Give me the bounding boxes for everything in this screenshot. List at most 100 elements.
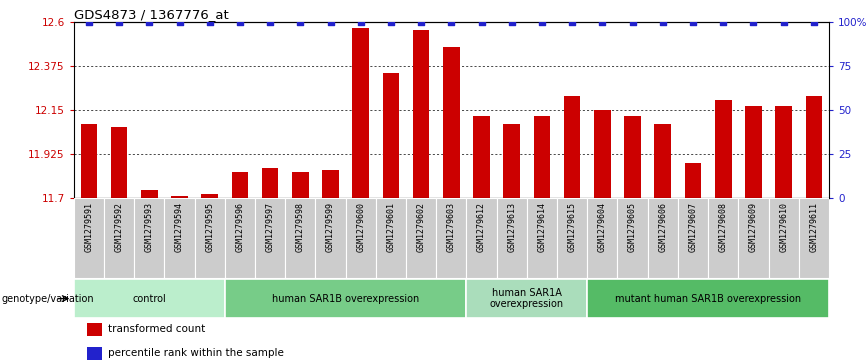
Text: GSM1279599: GSM1279599 [326,202,335,252]
Point [384,19,398,25]
Point [746,19,760,25]
FancyBboxPatch shape [286,198,315,278]
FancyBboxPatch shape [617,198,648,278]
Point [535,19,549,25]
FancyBboxPatch shape [799,198,829,278]
FancyBboxPatch shape [255,198,286,278]
Point [686,19,700,25]
Text: percentile rank within the sample: percentile rank within the sample [108,348,285,358]
Point [475,19,489,25]
Text: GSM1279598: GSM1279598 [296,202,305,252]
Text: control: control [133,294,166,303]
Bar [292,172,309,198]
Text: GSM1279605: GSM1279605 [628,202,637,252]
Point [203,19,217,25]
Bar [262,168,279,198]
FancyBboxPatch shape [406,198,437,278]
Point [505,19,519,25]
Text: GSM1279614: GSM1279614 [537,202,547,252]
Point [777,19,791,25]
Text: GSM1279611: GSM1279611 [809,202,819,252]
Point [565,19,579,25]
FancyBboxPatch shape [768,198,799,278]
Point [142,19,156,25]
FancyBboxPatch shape [345,198,376,278]
FancyBboxPatch shape [708,198,739,278]
Point [595,19,609,25]
Bar [715,100,732,198]
Text: GDS4873 / 1367776_at: GDS4873 / 1367776_at [74,8,228,21]
Text: GSM1279596: GSM1279596 [235,202,245,252]
Bar [383,73,399,198]
Text: GSM1279591: GSM1279591 [84,202,94,252]
Bar [111,127,128,198]
Bar [624,116,641,198]
Text: GSM1279615: GSM1279615 [568,202,576,252]
Text: GSM1279610: GSM1279610 [779,202,788,252]
FancyBboxPatch shape [225,280,466,318]
FancyBboxPatch shape [527,198,557,278]
Bar [87,347,102,359]
FancyBboxPatch shape [437,198,466,278]
Text: GSM1279609: GSM1279609 [749,202,758,252]
Bar [413,30,430,198]
Bar [685,163,701,198]
Text: GSM1279593: GSM1279593 [145,202,154,252]
Bar [87,323,102,335]
FancyBboxPatch shape [466,198,496,278]
FancyBboxPatch shape [194,198,225,278]
Text: GSM1279613: GSM1279613 [507,202,516,252]
Bar [232,172,248,198]
Text: GSM1279600: GSM1279600 [356,202,365,252]
Point [173,19,187,25]
Text: transformed count: transformed count [108,325,206,334]
Point [354,19,368,25]
Bar [201,194,218,198]
FancyBboxPatch shape [466,280,588,318]
Text: human SAR1B overexpression: human SAR1B overexpression [272,294,419,303]
Point [444,19,458,25]
Point [414,19,428,25]
FancyBboxPatch shape [376,198,406,278]
Text: GSM1279595: GSM1279595 [205,202,214,252]
FancyBboxPatch shape [588,280,829,318]
FancyBboxPatch shape [557,198,588,278]
Text: human SAR1A
overexpression: human SAR1A overexpression [490,288,564,309]
Bar [534,116,550,198]
Point [656,19,670,25]
FancyBboxPatch shape [74,198,104,278]
FancyBboxPatch shape [496,198,527,278]
Bar [352,28,369,198]
Text: GSM1279606: GSM1279606 [658,202,667,252]
FancyBboxPatch shape [739,198,768,278]
FancyBboxPatch shape [74,280,225,318]
Bar [473,116,490,198]
FancyBboxPatch shape [315,198,345,278]
Text: GSM1279607: GSM1279607 [688,202,698,252]
Text: genotype/variation: genotype/variation [2,294,94,303]
FancyBboxPatch shape [225,198,255,278]
Text: GSM1279597: GSM1279597 [266,202,274,252]
Bar [654,123,671,198]
Bar [594,110,611,198]
Bar [503,123,520,198]
Bar [775,106,792,198]
FancyBboxPatch shape [135,198,164,278]
Point [293,19,307,25]
Bar [141,190,158,198]
Point [626,19,640,25]
Text: GSM1279604: GSM1279604 [598,202,607,252]
Text: GSM1279602: GSM1279602 [417,202,425,252]
Bar [443,47,460,198]
Text: GSM1279594: GSM1279594 [175,202,184,252]
Point [324,19,338,25]
Text: GSM1279608: GSM1279608 [719,202,727,252]
Bar [322,171,339,198]
Point [233,19,247,25]
Bar [564,96,581,198]
Text: GSM1279601: GSM1279601 [386,202,396,252]
FancyBboxPatch shape [104,198,135,278]
FancyBboxPatch shape [648,198,678,278]
Text: GSM1279603: GSM1279603 [447,202,456,252]
Bar [745,106,762,198]
